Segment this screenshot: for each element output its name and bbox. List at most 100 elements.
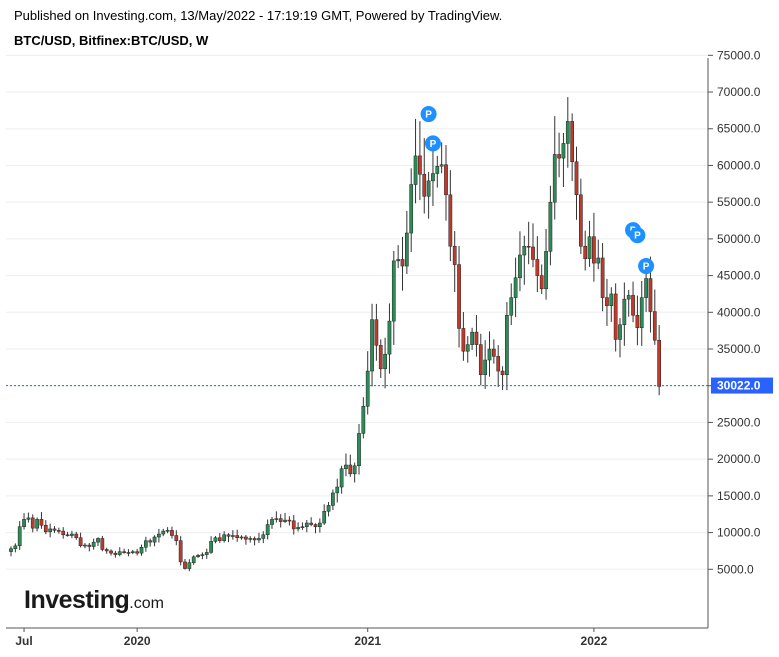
candle-down [244,536,248,540]
candle-up [13,545,18,549]
x-tick-label: 2022 [581,634,608,648]
candle-up [487,348,492,361]
candle-down [122,551,126,553]
candle-down [457,264,461,329]
candle-down [78,537,83,547]
candle-down [278,518,283,522]
candle-down [183,561,187,569]
candle-down [74,533,79,538]
candle-down [496,356,501,372]
marker-label: P [430,139,437,150]
candle-up [409,184,414,234]
candle-up [413,155,418,185]
candle-up [161,530,166,535]
marker-label: P [643,262,650,273]
candle-down [570,121,574,163]
x-tick-label: Jul [15,634,32,648]
candle-up [222,534,227,541]
candle-down [526,245,531,248]
candle-down [444,164,448,196]
candle-up [165,530,170,532]
candle-up [91,541,96,547]
current-price-label: 30022.0 [717,379,761,393]
candle-down [613,293,618,340]
candle-down [557,154,561,159]
candle-down [100,538,105,550]
candle-down [252,538,257,541]
candle-up [304,522,309,527]
candle-up [339,468,344,488]
y-tick-label: 45000.0 [717,269,761,283]
candle-down [217,537,222,541]
candle-up [26,517,31,520]
candle-down [418,155,422,175]
time-axis[interactable]: Jul 2020 2021 2022 [6,627,708,648]
candle-up [331,492,335,506]
y-tick-label: 55000.0 [717,195,761,209]
candle-up [470,331,474,345]
marker-circle [424,135,441,152]
candle-up [644,278,648,298]
candle-down [235,535,240,538]
candle-down [135,551,140,554]
candle-up [396,259,400,262]
candle-down [535,259,540,276]
candle-up [83,544,87,547]
candle-up [130,551,135,553]
candle-down [600,257,605,298]
candle-up [465,344,470,352]
candle-down [452,245,457,265]
candle-down [61,530,66,536]
candle-up [426,180,431,197]
candle-down [348,464,353,475]
candle-up [561,143,566,159]
price-axis[interactable]: 75000.0 70000.0 65000.0 60000.0 55000.0 50000… [707,48,761,628]
candle-down [57,530,61,532]
y-tick-label: 15000.0 [717,489,761,503]
candle-up [300,526,305,528]
event-marker: P [629,227,646,244]
candle-down [574,161,579,196]
x-tick-label: 2021 [354,634,381,648]
candle-down [539,275,544,290]
candle-down [39,519,44,526]
candle-up [387,320,392,355]
candle-up [383,353,387,370]
candle-down [287,519,292,522]
candle-up [204,552,209,555]
candle-down [313,524,318,527]
candle-up [509,297,514,316]
candle-down [531,246,535,260]
candle-down [378,345,383,370]
candle-up [318,522,322,527]
symbol-title: BTC/USD, Bitfinex:BTC/USD, W [14,33,209,48]
candle-down [592,236,596,264]
marker-circle [629,227,646,244]
event-marker: P [420,106,437,123]
candle-up [187,562,192,569]
candle-down [605,297,609,306]
marker-label: P [425,110,432,121]
y-tick-label: 75000.0 [717,48,761,62]
candle-down [422,174,427,197]
candle-down [448,194,453,247]
candle-up [209,541,213,553]
candle-down [30,517,35,529]
candle-down [635,314,640,328]
candle-down [170,530,174,536]
current-price-tag: 30022.0 [711,377,773,394]
candle-up [231,535,235,537]
candle-up [391,260,396,322]
event-marker: P [638,258,655,275]
candle-up [518,254,522,279]
candle-up [639,297,644,328]
x-tick-label: 2020 [124,634,151,648]
candle-up [357,433,361,467]
candle-up [35,519,39,529]
candle-up [513,277,518,298]
candle-up [544,251,548,290]
candle-up [144,540,148,548]
candle-up [626,295,631,300]
candle-up [435,165,440,174]
